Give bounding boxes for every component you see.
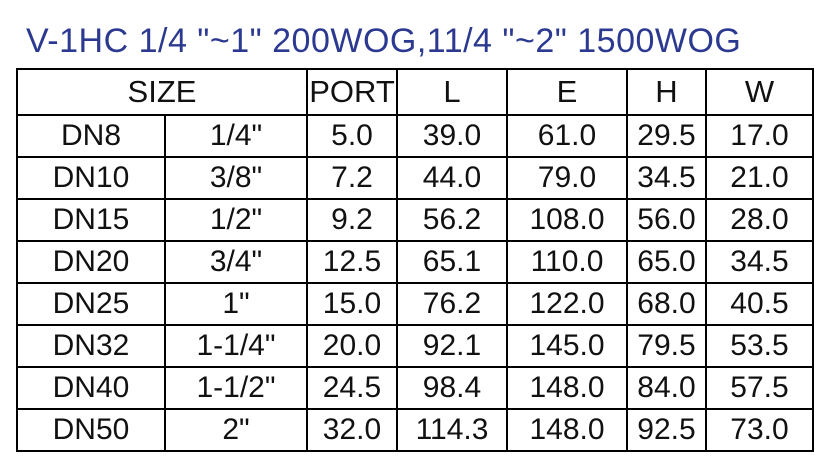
cell-e: 148.0 xyxy=(506,408,628,452)
table-row: DN15 1/2" 9.2 56.2 108.0 56.0 28.0 xyxy=(16,198,814,242)
cell-l: 44.0 xyxy=(396,156,508,200)
cell-size-inch: 1-1/4" xyxy=(164,324,308,368)
header-e: E xyxy=(506,68,628,116)
cell-l: 65.1 xyxy=(396,240,508,284)
cell-size-inch: 1/4" xyxy=(164,114,308,158)
cell-h: 34.5 xyxy=(626,156,707,200)
table-row: DN8 1/4" 5.0 39.0 61.0 29.5 17.0 xyxy=(16,114,814,158)
cell-w: 28.0 xyxy=(705,198,814,242)
cell-l: 98.4 xyxy=(396,366,508,410)
cell-l: 92.1 xyxy=(396,324,508,368)
table-header-row: SIZE PORT L E H W xyxy=(16,68,814,116)
cell-w: 21.0 xyxy=(705,156,814,200)
table-row: DN40 1-1/2" 24.5 98.4 148.0 84.0 57.5 xyxy=(16,366,814,410)
table-row: DN32 1-1/4" 20.0 92.1 145.0 79.5 53.5 xyxy=(16,324,814,368)
table-row: DN20 3/4" 12.5 65.1 110.0 65.0 34.5 xyxy=(16,240,814,284)
cell-size-inch: 1" xyxy=(164,282,308,326)
cell-w: 34.5 xyxy=(705,240,814,284)
cell-w: 17.0 xyxy=(705,114,814,158)
cell-size-dn: DN50 xyxy=(16,408,166,452)
cell-w: 73.0 xyxy=(705,408,814,452)
cell-e: 79.0 xyxy=(506,156,628,200)
table-row: DN10 3/8" 7.2 44.0 79.0 34.5 21.0 xyxy=(16,156,814,200)
cell-h: 29.5 xyxy=(626,114,707,158)
cell-size-dn: DN40 xyxy=(16,366,166,410)
cell-w: 57.5 xyxy=(705,366,814,410)
cell-port: 20.0 xyxy=(306,324,398,368)
cell-e: 108.0 xyxy=(506,198,628,242)
cell-h: 84.0 xyxy=(626,366,707,410)
page-title: V-1HC 1/4 "~1" 200WOG,11/4 "~2" 1500WOG xyxy=(26,22,742,60)
cell-port: 15.0 xyxy=(306,282,398,326)
header-port: PORT xyxy=(306,68,398,116)
cell-l: 114.3 xyxy=(396,408,508,452)
cell-size-inch: 2" xyxy=(164,408,308,452)
cell-size-inch: 1/2" xyxy=(164,198,308,242)
cell-size-dn: DN20 xyxy=(16,240,166,284)
cell-h: 65.0 xyxy=(626,240,707,284)
cell-l: 39.0 xyxy=(396,114,508,158)
header-l: L xyxy=(396,68,508,116)
cell-port: 7.2 xyxy=(306,156,398,200)
cell-w: 40.5 xyxy=(705,282,814,326)
cell-size-inch: 3/4" xyxy=(164,240,308,284)
cell-port: 24.5 xyxy=(306,366,398,410)
cell-l: 56.2 xyxy=(396,198,508,242)
cell-port: 32.0 xyxy=(306,408,398,452)
cell-e: 61.0 xyxy=(506,114,628,158)
cell-h: 92.5 xyxy=(626,408,707,452)
spec-table: SIZE PORT L E H W DN8 1/4" 5.0 39.0 61.0… xyxy=(16,68,814,452)
header-h: H xyxy=(626,68,707,116)
header-w: W xyxy=(705,68,814,116)
table-row: DN50 2" 32.0 114.3 148.0 92.5 73.0 xyxy=(16,408,814,452)
cell-e: 122.0 xyxy=(506,282,628,326)
table-row: DN25 1" 15.0 76.2 122.0 68.0 40.5 xyxy=(16,282,814,326)
cell-port: 12.5 xyxy=(306,240,398,284)
cell-size-inch: 3/8" xyxy=(164,156,308,200)
cell-size-dn: DN15 xyxy=(16,198,166,242)
cell-h: 79.5 xyxy=(626,324,707,368)
cell-size-dn: DN25 xyxy=(16,282,166,326)
cell-e: 145.0 xyxy=(506,324,628,368)
cell-size-dn: DN10 xyxy=(16,156,166,200)
cell-h: 56.0 xyxy=(626,198,707,242)
cell-size-dn: DN32 xyxy=(16,324,166,368)
header-size: SIZE xyxy=(16,68,308,116)
cell-port: 5.0 xyxy=(306,114,398,158)
cell-size-dn: DN8 xyxy=(16,114,166,158)
cell-e: 110.0 xyxy=(506,240,628,284)
cell-port: 9.2 xyxy=(306,198,398,242)
cell-h: 68.0 xyxy=(626,282,707,326)
cell-size-inch: 1-1/2" xyxy=(164,366,308,410)
cell-e: 148.0 xyxy=(506,366,628,410)
cell-w: 53.5 xyxy=(705,324,814,368)
cell-l: 76.2 xyxy=(396,282,508,326)
